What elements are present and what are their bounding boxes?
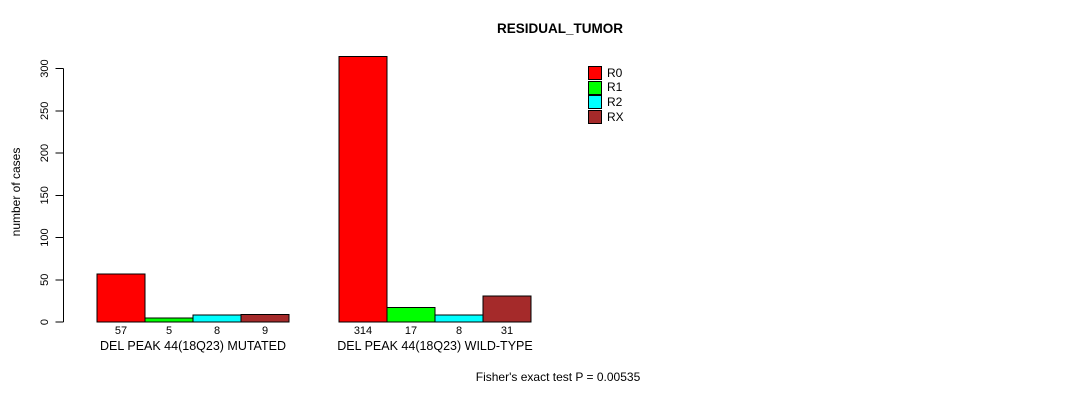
bar-R2-group2: [434, 314, 484, 323]
legend-row-R2: R2: [588, 95, 624, 110]
bar-value-label: 31: [501, 325, 513, 337]
bar-R2-group1: [192, 314, 242, 323]
bar-R0-group1: [96, 273, 146, 323]
legend-row-R0: R0: [588, 66, 624, 81]
legend-swatch-RX: [588, 110, 602, 125]
legend-label-R0: R0: [607, 65, 623, 80]
y-axis-title: number of cases: [9, 148, 23, 237]
legend-label-R2: R2: [607, 94, 623, 109]
y-axis-tick-label: 100: [39, 228, 51, 246]
legend-swatch-R2: [588, 95, 602, 110]
legend: R0 R1 R2 RX: [588, 66, 624, 125]
legend-row-R1: R1: [588, 80, 624, 96]
bar-value-label: 17: [405, 325, 417, 337]
bar-value-label: 314: [354, 325, 372, 337]
y-axis-tick-label: 300: [39, 59, 51, 77]
bar-RX-group2: [482, 295, 532, 323]
y-axis-tick-label: 0: [39, 319, 51, 325]
y-axis-tick-label: 250: [39, 102, 51, 120]
bar-value-label: 5: [166, 325, 172, 337]
bar-value-label: 8: [456, 325, 462, 337]
bar-value-label: 8: [214, 325, 220, 337]
bar-R1-group1: [144, 317, 194, 323]
bar-value-label: 9: [262, 325, 268, 337]
legend-swatch-R1: [588, 80, 602, 95]
y-axis-tick-label: 200: [39, 144, 51, 162]
bar-RX-group1: [240, 313, 290, 323]
legend-row-RX: RX: [588, 110, 624, 125]
category-label: DEL PEAK 44(18Q23) MUTATED: [100, 339, 286, 353]
y-axis-tick-label: 50: [39, 274, 51, 286]
legend-label-R1: R1: [607, 80, 623, 95]
y-axis-tick-label: 150: [39, 186, 51, 204]
legend-swatch-R0: [588, 66, 602, 81]
chart-title: RESIDUAL_TUMOR: [496, 21, 624, 36]
legend-label-RX: RX: [607, 109, 624, 124]
bar-value-label: 57: [115, 325, 127, 337]
category-label: DEL PEAK 44(18Q23) WILD-TYPE: [337, 339, 532, 353]
bar-R0-group2: [338, 56, 388, 323]
bar-R1-group2: [386, 307, 436, 323]
fisher-test-note: Fisher's exact test P = 0.00535: [475, 370, 641, 384]
